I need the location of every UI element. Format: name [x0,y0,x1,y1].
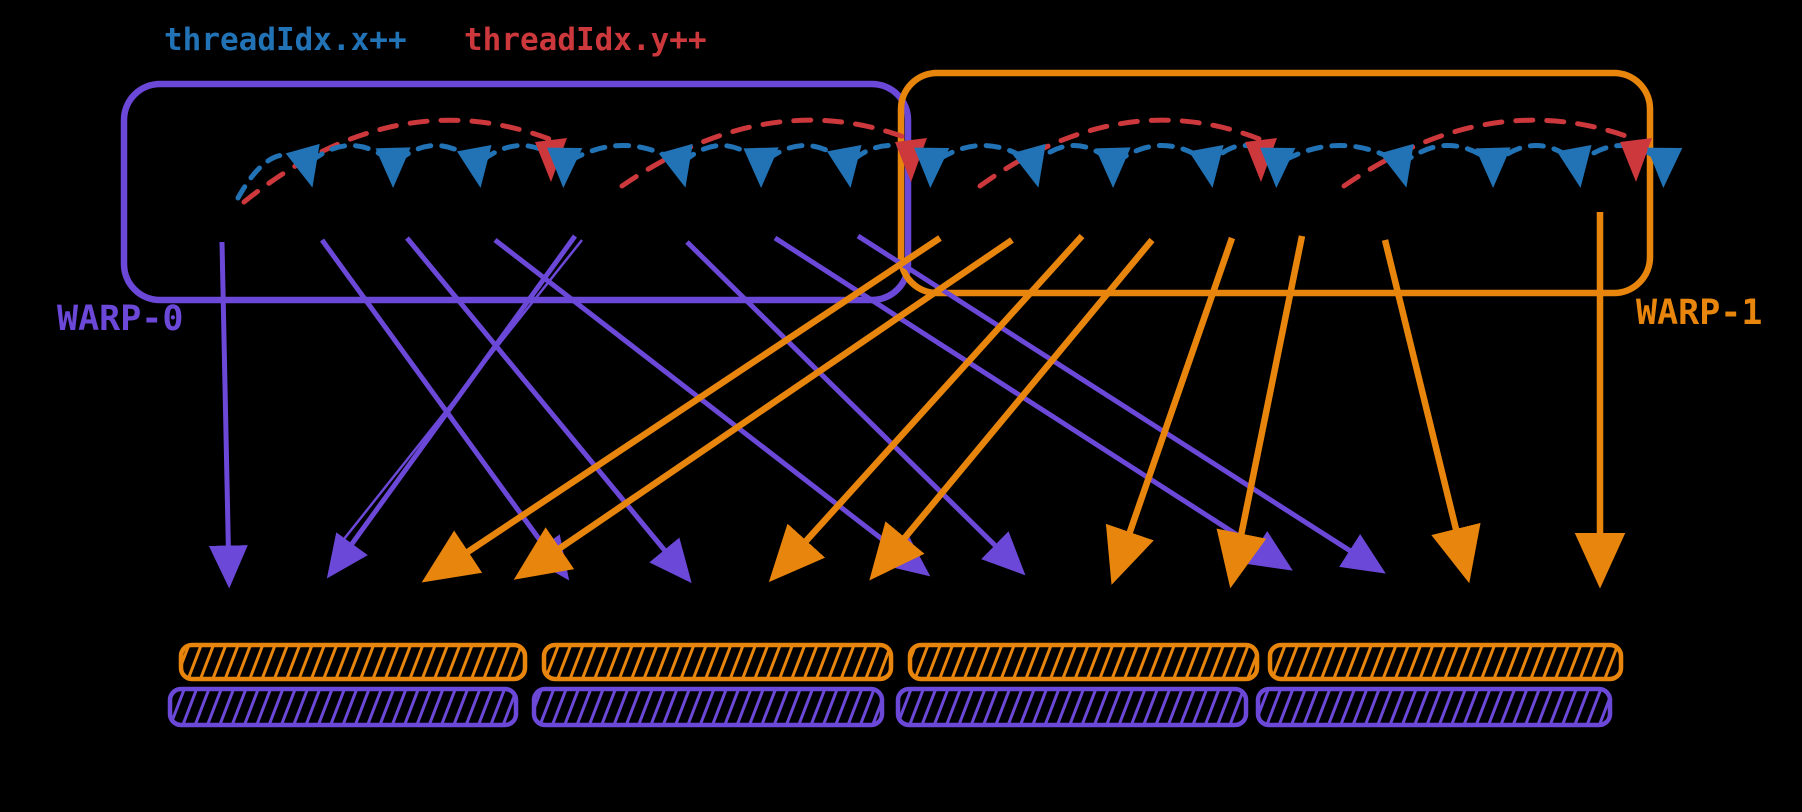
purple-bank-row-bar [1255,686,1613,728]
warp0-label: WARP-0 [57,299,184,339]
thread-arrowhead-blue [1379,143,1414,188]
thread-arrowhead-blue [456,145,492,188]
orange-mapping-arrow [513,237,1014,580]
threadidx-y-label: threadIdx.y++ [464,22,707,58]
purple-mapping-arrow [326,234,578,579]
orange-mapping-arrow [421,235,942,583]
threadidx-y-arc [977,117,1265,189]
thread-arrowhead-blue [1647,147,1683,188]
orange-mapping-arrow [1105,236,1236,585]
threadidx-x-arc [235,143,1668,201]
orange-bank-row-bar [541,642,894,682]
thread-arrowhead-blue [1260,147,1296,188]
thread-arrowhead-blue [375,147,411,189]
warp0-box [120,80,912,304]
orange-mapping-arrow [768,233,1085,583]
threadidx-x-label: threadIdx.x++ [164,22,407,58]
purple-bank-row-bar [895,686,1249,728]
thread-arrowhead-red [1620,138,1652,182]
threadidx-y-arc [241,117,555,205]
thread-arrowhead-blue [285,143,320,188]
purple-mapping-arrow [208,241,248,589]
thread-arrowhead-blue [1556,145,1592,188]
orange-mapping-arrow [869,237,1155,581]
thread-arrowhead-blue [914,147,950,188]
thread-arrowhead-blue [1475,147,1511,189]
purple-bank-row-bar [531,686,885,728]
thread-arrowhead-blue [743,147,779,189]
warp1-label: WARP-1 [1636,293,1763,333]
thread-arrowhead-blue [1188,145,1224,188]
thread-arrowhead-blue [547,147,583,188]
thread-arrowhead-blue [1011,143,1046,188]
purple-mapping-arrow [405,236,692,584]
purple-mapping-arrow [856,233,1386,574]
thread-arrowhead-blue [826,145,862,188]
orange-bank-row-bar [178,642,528,682]
orange-bank-row-bar [1267,642,1624,682]
warp1-box [897,69,1654,297]
purple-bank-row-bar [167,686,519,728]
thread-arrowhead-blue [1095,147,1131,189]
threadidx-y-arc [619,117,915,189]
orange-mapping-arrow [1381,239,1481,584]
threadidx-y-arc [1341,117,1640,189]
orange-mapping-arrow [1216,235,1306,589]
purple-mapping-arrow [685,240,1026,576]
thread-arrowhead-blue [658,143,693,188]
orange-bank-row-bar [907,642,1260,682]
purple-mapping-arrow [493,238,931,577]
